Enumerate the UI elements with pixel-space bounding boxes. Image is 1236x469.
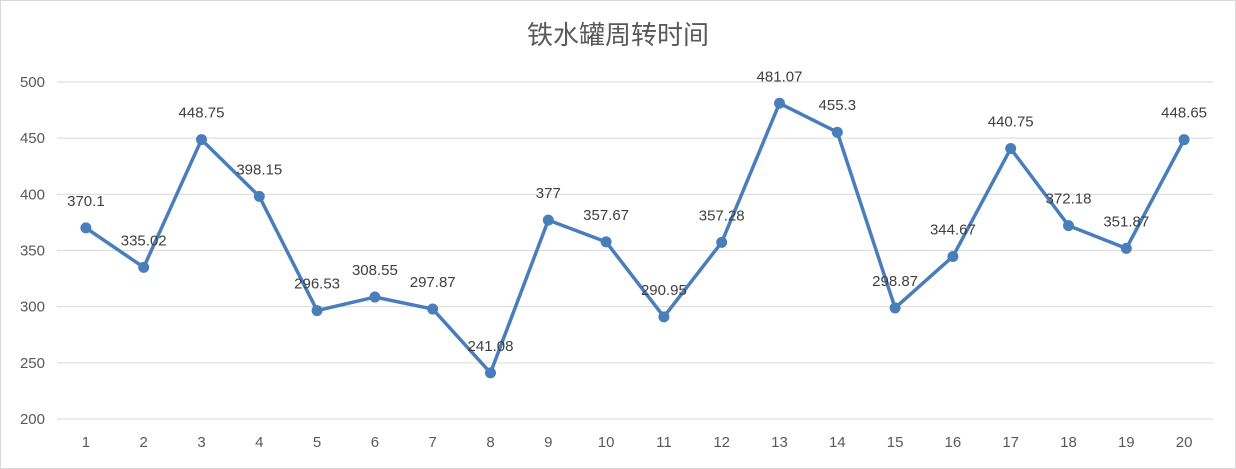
data-point	[1005, 143, 1017, 155]
data-label: 370.1	[67, 193, 105, 210]
data-point	[369, 291, 381, 303]
data-label: 448.65	[1161, 105, 1207, 122]
x-tick-label: 3	[197, 434, 205, 451]
data-label: 481.07	[757, 68, 803, 85]
x-tick-label: 1	[82, 434, 90, 451]
data-label: 308.55	[352, 262, 398, 279]
data-point	[1178, 134, 1190, 146]
data-label: 335.02	[121, 232, 167, 249]
x-tick-label: 6	[371, 434, 379, 451]
data-point	[716, 236, 728, 248]
series-group	[80, 97, 1190, 379]
x-tick-label: 16	[945, 434, 962, 451]
x-tick-label: 13	[771, 434, 788, 451]
data-label: 344.67	[930, 221, 976, 238]
data-point	[831, 126, 843, 138]
x-tick-label: 14	[829, 434, 846, 451]
data-point	[889, 302, 901, 314]
x-tick-label: 4	[255, 434, 263, 451]
data-point	[80, 222, 92, 234]
data-label: 290.95	[641, 282, 687, 299]
y-tick-label: 450	[20, 130, 45, 147]
data-label: 296.53	[294, 276, 340, 293]
y-axis-ticks: 200 250 300 350 400 450 500	[20, 74, 45, 428]
data-label: 298.87	[872, 273, 918, 290]
data-label: 351.87	[1103, 213, 1149, 230]
x-tick-label: 2	[140, 434, 148, 451]
gridlines	[57, 81, 1213, 420]
y-tick-label: 250	[20, 355, 45, 372]
data-label: 448.75	[179, 105, 225, 122]
x-tick-label: 17	[1002, 434, 1019, 451]
x-tick-label: 19	[1118, 434, 1135, 451]
x-tick-label: 12	[713, 434, 730, 451]
data-point	[427, 303, 439, 315]
data-point	[1063, 220, 1074, 232]
x-tick-label: 9	[544, 434, 552, 451]
x-axis-ticks: 1 2 3 4 5 6 7 8 9 10 11 12 13 14 15 16 17 18 19 20	[82, 434, 1193, 451]
data-point	[138, 261, 150, 273]
y-tick-label: 500	[20, 74, 45, 91]
data-label: 357.67	[583, 207, 629, 224]
data-label: 297.87	[410, 274, 456, 291]
data-point	[311, 305, 323, 317]
series-line	[84, 101, 1186, 375]
data-point	[542, 214, 554, 226]
y-tick-label: 350	[20, 243, 45, 260]
x-tick-label: 10	[598, 434, 615, 451]
data-point	[485, 367, 496, 379]
data-label: 398.15	[236, 161, 282, 178]
data-point	[600, 236, 612, 248]
chart-title: 铁水罐周转时间	[527, 21, 709, 51]
data-label: 377	[536, 185, 561, 202]
x-tick-label: 5	[313, 434, 321, 451]
data-label: 440.75	[988, 114, 1034, 131]
data-label: 372.18	[1046, 191, 1092, 208]
data-point	[947, 250, 959, 262]
x-tick-label: 11	[656, 434, 672, 451]
x-tick-label: 15	[887, 434, 904, 451]
y-tick-label: 300	[20, 299, 45, 316]
y-tick-label: 400	[20, 186, 45, 203]
data-labels: 370.1 335.02 448.75 398.15 296.53 308.55 297.8…	[67, 68, 1207, 355]
data-point	[253, 190, 265, 202]
x-tick-label: 20	[1176, 434, 1193, 451]
data-point	[196, 134, 207, 146]
data-label: 357.28	[699, 207, 745, 224]
x-tick-label: 8	[486, 434, 494, 451]
data-point	[774, 97, 785, 109]
y-tick-label: 200	[20, 411, 45, 428]
x-tick-label: 7	[429, 434, 437, 451]
data-point	[658, 311, 670, 323]
data-label: 455.3	[819, 97, 857, 114]
data-label: 241.08	[468, 338, 514, 355]
x-tick-label: 18	[1060, 434, 1077, 451]
data-point	[1120, 242, 1132, 254]
